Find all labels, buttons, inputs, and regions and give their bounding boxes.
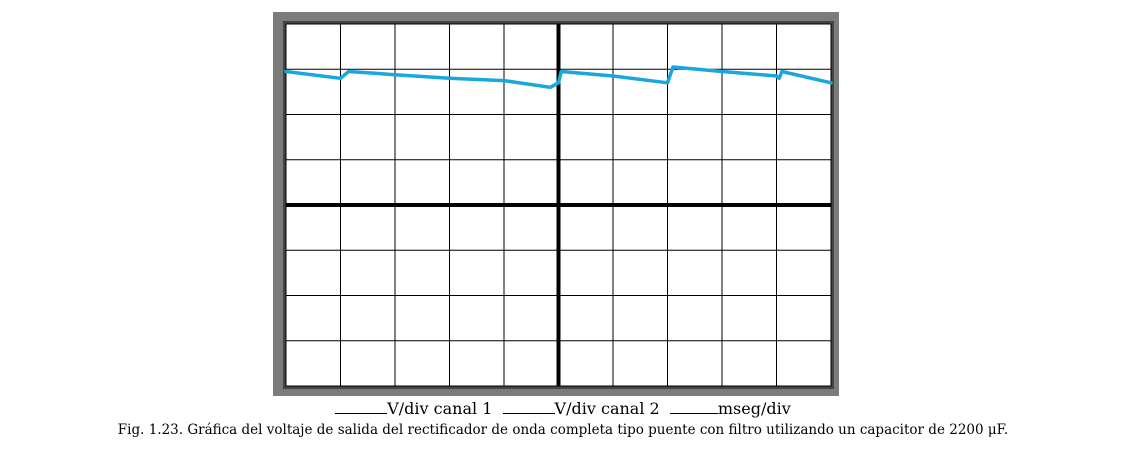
blank-vdiv-ch2[interactable] — [502, 399, 555, 414]
blank-timebase[interactable] — [669, 399, 718, 414]
series-line-1 — [284, 65, 833, 90]
figure-caption: Fig. 1.23. Gráfica del voltaje de salida… — [117, 422, 1009, 438]
blank-vdiv-ch1[interactable] — [335, 399, 388, 414]
timebase-label: mseg/div — [717, 399, 791, 418]
vdiv-ch1-label: V/div canal 1 — [387, 399, 493, 418]
scale-fields: V/div canal 1 V/div canal 2 mseg/div — [0, 399, 1126, 419]
vdiv-ch2-label: V/div canal 2 — [554, 399, 660, 418]
oscilloscope-screen — [273, 12, 839, 396]
